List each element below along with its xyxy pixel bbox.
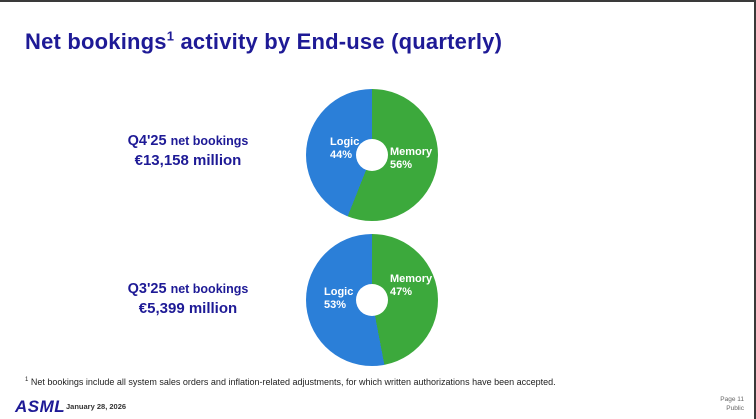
quarter-heading: Q3'25 net bookings (78, 281, 298, 297)
footer-date: January 28, 2026 (66, 402, 127, 411)
donut-chart-q4: Logic 44% Memory 56% (306, 89, 438, 221)
footnote-marker: 1 (25, 377, 29, 383)
quarter-name: Q4'25 (127, 133, 167, 149)
donut-hole (356, 139, 388, 171)
quarter-name: Q3'25 (127, 281, 167, 297)
classification-label: Public (726, 405, 744, 412)
slice-label-logic-q3: Logic 53% (324, 286, 354, 311)
quarter-label-q3: Q3'25 net bookings €5,399 million (78, 281, 298, 317)
footnote-text: Net bookings include all system sales or… (28, 377, 556, 387)
footnote: 1 Net bookings include all system sales … (25, 377, 556, 387)
title-footnote-marker: 1 (166, 28, 175, 44)
net-bookings-text: net bookings (170, 282, 249, 296)
title-text-cont: activity by End-use (quarterly) (174, 29, 503, 54)
asml-logo: ASML (15, 397, 66, 416)
slice-label-logic-q4: Logic 44% (330, 136, 360, 161)
slice-label-memory-q3: Memory 47% (390, 273, 433, 298)
net-bookings-text: net bookings (170, 134, 249, 148)
donut-chart-q3: Logic 53% Memory 47% (306, 234, 438, 366)
quarter-heading: Q4'25 net bookings (78, 133, 298, 149)
page-number: Page 11 (720, 396, 744, 403)
bookings-amount: €13,158 million (134, 152, 242, 169)
title-text: Net bookings (25, 29, 167, 54)
quarter-label-q4: Q4'25 net bookings €13,158 million (78, 133, 298, 169)
donut-hole (356, 284, 388, 316)
page-title: Net bookings1 activity by End-use (quart… (25, 29, 502, 55)
bookings-amount: €5,399 million (138, 300, 238, 317)
page-info: Page 11 Public (720, 395, 744, 413)
slice-label-memory-q4: Memory 56% (390, 146, 433, 171)
